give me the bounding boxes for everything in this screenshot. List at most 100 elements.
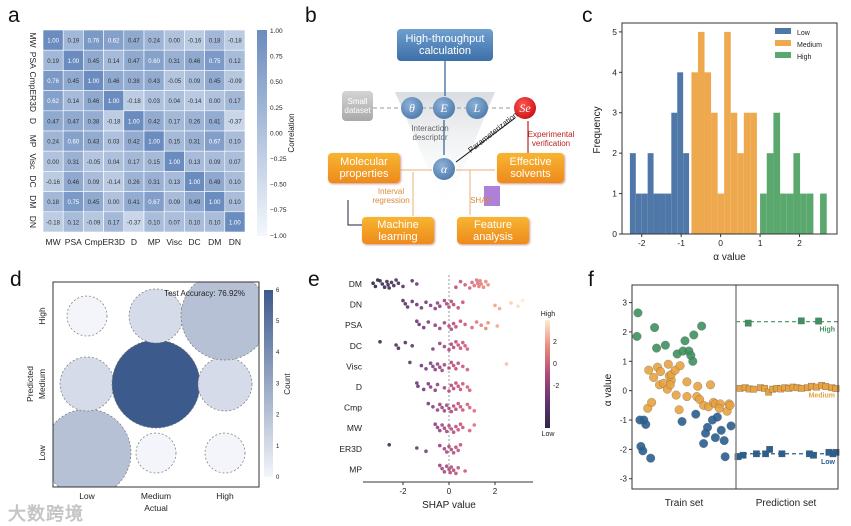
shap-point xyxy=(456,361,461,366)
shap-point xyxy=(433,422,438,427)
heatmap-col-label: Cmp xyxy=(85,237,103,247)
feature-label: PSA xyxy=(345,320,362,330)
shap-point xyxy=(497,306,502,311)
shap-point xyxy=(449,447,454,452)
colorbar-tick: 3 xyxy=(276,381,280,387)
heatmap-value: 0.31 xyxy=(168,59,180,65)
shap-point xyxy=(424,449,428,454)
shap-point xyxy=(416,384,420,389)
train-point-low xyxy=(699,439,709,448)
x-axis-label: α value xyxy=(713,252,746,263)
train-point-high xyxy=(697,321,707,331)
x-tick-label: 2 xyxy=(493,487,498,496)
shap-point xyxy=(401,284,405,289)
heatmap-row-label: Cmp xyxy=(28,72,38,90)
heatmap-value: 1.00 xyxy=(148,140,160,146)
e-node: E xyxy=(433,97,455,119)
x-tick-label: High xyxy=(216,491,234,501)
shap-point xyxy=(438,341,442,346)
x-tick-label: Medium xyxy=(141,491,171,501)
shap-point xyxy=(454,325,458,329)
y-tick-label: 0 xyxy=(623,387,628,396)
x-tick-label: 0 xyxy=(718,238,723,248)
train-point-high xyxy=(689,330,699,340)
shap-point xyxy=(431,405,435,409)
train-point-medium xyxy=(644,365,654,375)
histogram-bar-low xyxy=(647,153,654,234)
shap-point xyxy=(474,278,479,282)
histogram-bar-high xyxy=(766,153,774,234)
shap-point xyxy=(410,299,415,304)
train-point-low xyxy=(719,436,729,446)
shap-point xyxy=(451,363,456,368)
shap-point xyxy=(403,302,408,306)
feature-label: DM xyxy=(349,279,362,289)
shap-point xyxy=(495,324,500,328)
heatmap-value: 0.15 xyxy=(148,160,160,166)
train-point-medium xyxy=(725,400,735,410)
shap-point xyxy=(438,365,442,370)
heatmap-value: 0.75 xyxy=(67,200,79,206)
shap-point xyxy=(454,407,458,412)
colorbar-tick: 1.00 xyxy=(270,28,283,35)
shap-point xyxy=(438,402,442,407)
heatmap-value: -0.16 xyxy=(46,180,60,186)
heatmap-value: 0.46 xyxy=(88,99,100,105)
heatmap-value: 0.19 xyxy=(47,59,59,65)
heatmap-value: 0.13 xyxy=(168,180,180,186)
shap-point xyxy=(447,444,451,449)
confusion-bubble xyxy=(204,432,246,474)
shap-point xyxy=(447,389,451,393)
train-point-medium xyxy=(674,405,684,415)
shap-point xyxy=(440,423,444,427)
train-point-high xyxy=(633,308,643,318)
shap-point xyxy=(449,327,454,332)
prediction-point-low xyxy=(778,450,786,458)
shap-point xyxy=(444,429,449,434)
shap-point xyxy=(435,301,440,305)
heatmap-value: 0.47 xyxy=(128,39,140,45)
heatmap-value: 0.10 xyxy=(189,220,201,226)
shap-point xyxy=(424,367,428,371)
train-point-low xyxy=(638,446,648,456)
watermark: 大数跨境 xyxy=(8,504,84,524)
shap-point xyxy=(435,362,440,366)
shap-point xyxy=(410,344,415,348)
alpha-node: α xyxy=(433,158,455,180)
heatmap-value: 1.00 xyxy=(128,119,140,125)
shap-point xyxy=(386,283,390,287)
heatmap-value: 0.62 xyxy=(108,39,120,45)
heatmap-value: 0.46 xyxy=(108,79,120,85)
heatmap-value: -0.18 xyxy=(46,220,60,226)
shap-point xyxy=(392,283,396,288)
train-point-low xyxy=(703,422,712,432)
heatmap-col-label: MW xyxy=(46,237,61,247)
histogram-bar-high xyxy=(806,193,814,234)
feature-label: Visc xyxy=(346,361,363,371)
shap-point xyxy=(431,364,435,369)
heatmap-row-label: ER3D xyxy=(28,89,38,112)
shap-point xyxy=(456,306,461,310)
histogram-bar-medium xyxy=(724,31,731,235)
colorbar-tick: 0.00 xyxy=(270,130,283,137)
heatmap-value: -0.37 xyxy=(127,220,141,226)
train-point-low xyxy=(710,433,720,443)
heatmap-value: -0.16 xyxy=(188,39,202,45)
heatmap-value: 0.24 xyxy=(148,39,160,45)
y-axis-label: Predicted xyxy=(25,366,35,402)
x-tick-label: -2 xyxy=(638,238,646,248)
shap-point xyxy=(516,304,520,309)
histogram-bar-medium xyxy=(691,72,698,234)
heatmap-value: 0.10 xyxy=(229,180,241,186)
x-tick-label: 2 xyxy=(797,238,802,248)
y-tick-label: -3 xyxy=(620,475,628,484)
shap-point xyxy=(486,321,490,325)
heatmap-value: 0.45 xyxy=(88,200,100,206)
small-dataset-box: Small dataset xyxy=(342,91,373,121)
feature-label: Cmp xyxy=(344,403,362,413)
y-tick-label: 3 xyxy=(612,108,617,118)
train-point-high xyxy=(632,331,642,341)
colorbar-tick: −0.75 xyxy=(270,207,287,214)
shap-point xyxy=(444,302,449,306)
